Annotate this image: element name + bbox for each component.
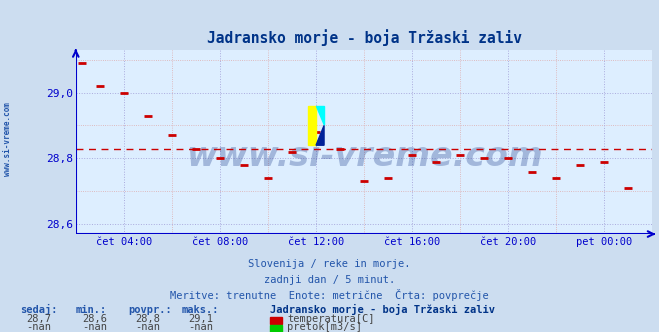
Text: pretok[m3/s]: pretok[m3/s] — [287, 322, 362, 332]
Text: Meritve: trenutne  Enote: metrične  Črta: povprečje: Meritve: trenutne Enote: metrične Črta: … — [170, 289, 489, 301]
Text: -nan: -nan — [82, 322, 107, 332]
Text: Slovenija / reke in morje.: Slovenija / reke in morje. — [248, 259, 411, 269]
Text: zadnji dan / 5 minut.: zadnji dan / 5 minut. — [264, 275, 395, 285]
Text: -nan: -nan — [26, 322, 51, 332]
Text: 29,1: 29,1 — [188, 314, 213, 324]
Text: maks.:: maks.: — [181, 305, 219, 315]
Text: 28,7: 28,7 — [26, 314, 51, 324]
Polygon shape — [316, 125, 324, 145]
Text: -nan: -nan — [135, 322, 160, 332]
Text: min.:: min.: — [76, 305, 107, 315]
Text: -nan: -nan — [188, 322, 213, 332]
Text: 28,6: 28,6 — [82, 314, 107, 324]
Text: sedaj:: sedaj: — [20, 304, 57, 315]
Title: Jadransko morje - boja Tržaski zaliv: Jadransko morje - boja Tržaski zaliv — [207, 29, 521, 46]
Text: Jadransko morje - boja Tržaski zaliv: Jadransko morje - boja Tržaski zaliv — [270, 304, 495, 315]
Text: www.si-vreme.com: www.si-vreme.com — [3, 103, 13, 176]
Bar — [308, 106, 316, 145]
Text: 28,8: 28,8 — [135, 314, 160, 324]
Text: www.si-vreme.com: www.si-vreme.com — [186, 140, 542, 173]
Text: temperatura[C]: temperatura[C] — [287, 314, 375, 324]
Polygon shape — [316, 106, 324, 125]
Text: povpr.:: povpr.: — [129, 305, 172, 315]
